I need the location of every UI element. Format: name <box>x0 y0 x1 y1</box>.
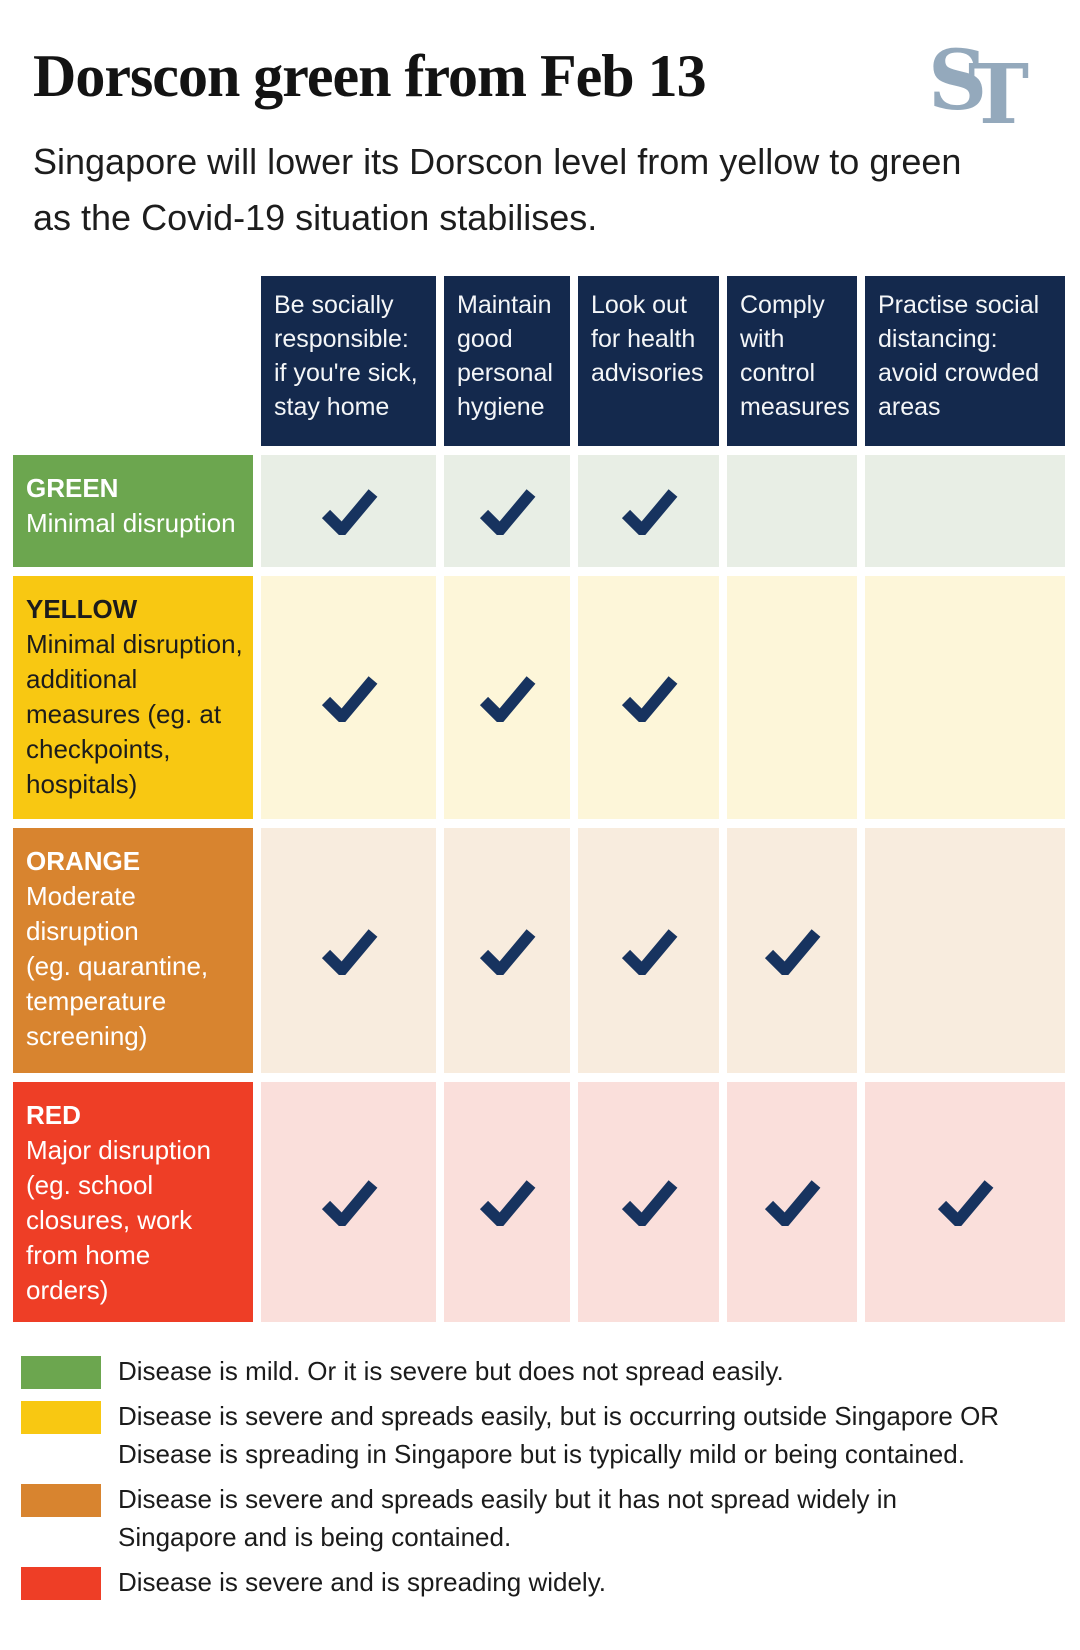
legend-text-1: Disease is mild. Or it is severe but doe… <box>118 1356 784 1387</box>
table-corner-spacer <box>13 276 253 446</box>
column-header-5: Practise social distancing: avoid crowde… <box>865 276 1065 447</box>
cell-green-col2 <box>444 455 570 568</box>
check-icon <box>621 676 677 722</box>
row-label-yellow: YELLOW Minimal disruption, additional mea… <box>13 576 253 820</box>
infographic: Dorscon green from Feb 13 T S Singapore … <box>13 33 1080 1601</box>
cell-yellow-col3 <box>578 576 719 820</box>
cell-green-col1 <box>261 455 436 568</box>
cell-red-col3 <box>578 1082 719 1323</box>
dorscon-table: Be socially responsible: if you're sick,… <box>13 276 1080 1323</box>
cell-yellow-col1 <box>261 576 436 820</box>
cell-orange-col3 <box>578 828 719 1074</box>
row-name-green: GREEN <box>26 473 119 504</box>
cell-orange-col5 <box>865 828 1065 1074</box>
legend-text-2: Disease is severe and spreads easily, bu… <box>118 1401 1000 1470</box>
legend-swatch-3 <box>21 1484 101 1518</box>
cell-yellow-col2 <box>444 576 570 820</box>
cell-yellow-col4 <box>727 576 857 820</box>
cell-green-col4 <box>727 455 857 568</box>
cell-red-col1 <box>261 1082 436 1323</box>
column-header-3: Look out for health advisories <box>578 276 719 447</box>
check-icon <box>479 929 536 975</box>
row-label-orange: ORANGE Moderate disruption (eg. quarantin… <box>13 828 253 1074</box>
cell-yellow-col5 <box>865 576 1065 820</box>
cell-red-col2 <box>444 1082 570 1323</box>
legend: Disease is mild. Or it is severe but doe… <box>21 1352 1080 1601</box>
row-desc-green: Minimal disruption <box>26 508 236 539</box>
cell-orange-col2 <box>444 828 570 1074</box>
column-header-2: Maintain good personal hygiene <box>444 276 570 447</box>
logo-letter-s: S <box>928 33 988 129</box>
check-icon <box>479 489 536 536</box>
legend-text-3: Disease is severe and spreads easily but… <box>118 1484 897 1553</box>
legend-item-2: Disease is severe and spreads easily, bu… <box>21 1397 1080 1473</box>
legend-swatch-4 <box>21 1567 101 1601</box>
row-name-orange: ORANGE <box>26 846 141 877</box>
check-icon <box>321 929 377 975</box>
straits-times-logo: T S <box>928 33 1029 136</box>
subtitle: Singapore will lower its Dorscon level f… <box>33 141 962 239</box>
check-icon <box>621 1180 677 1227</box>
cell-green-col3 <box>578 455 719 568</box>
page-title: Dorscon green from Feb 13 <box>33 43 707 109</box>
legend-swatch-2 <box>21 1401 101 1435</box>
legend-text-4: Disease is severe and is spreading widel… <box>118 1567 606 1598</box>
logo-letter-t: T <box>968 47 1030 143</box>
check-icon <box>321 676 377 722</box>
check-icon <box>621 489 677 536</box>
cell-orange-col1 <box>261 828 436 1074</box>
row-desc-red: Major disruption (eg. school closures, w… <box>26 1135 211 1306</box>
check-icon <box>479 1180 536 1227</box>
check-icon <box>321 1180 377 1227</box>
check-icon <box>479 676 536 722</box>
column-header-4: Comply with control measures <box>727 276 857 447</box>
legend-item-3: Disease is severe and spreads easily but… <box>21 1480 1080 1556</box>
row-label-green: GREEN Minimal disruption <box>13 455 253 568</box>
check-icon <box>764 1180 821 1227</box>
row-name-yellow: YELLOW <box>26 594 138 625</box>
row-label-red: RED Major disruption (eg. school closures… <box>13 1082 253 1323</box>
check-icon <box>937 1180 994 1227</box>
column-header-1: Be socially responsible: if you're sick,… <box>261 276 436 447</box>
check-icon <box>621 929 677 975</box>
check-icon <box>764 929 821 975</box>
legend-item-4: Disease is severe and is spreading widel… <box>21 1563 1080 1601</box>
row-name-red: RED <box>26 1100 81 1131</box>
check-icon <box>321 489 377 536</box>
cell-green-col5 <box>865 455 1065 568</box>
legend-item-1: Disease is mild. Or it is severe but doe… <box>21 1352 1080 1390</box>
row-desc-orange: Moderate disruption (eg. quarantine, tem… <box>26 881 209 1052</box>
cell-red-col4 <box>727 1082 857 1323</box>
row-desc-yellow: Minimal disruption, additional measures … <box>26 629 243 800</box>
legend-swatch-1 <box>21 1356 101 1390</box>
cell-orange-col4 <box>727 828 857 1074</box>
cell-red-col5 <box>865 1082 1065 1323</box>
